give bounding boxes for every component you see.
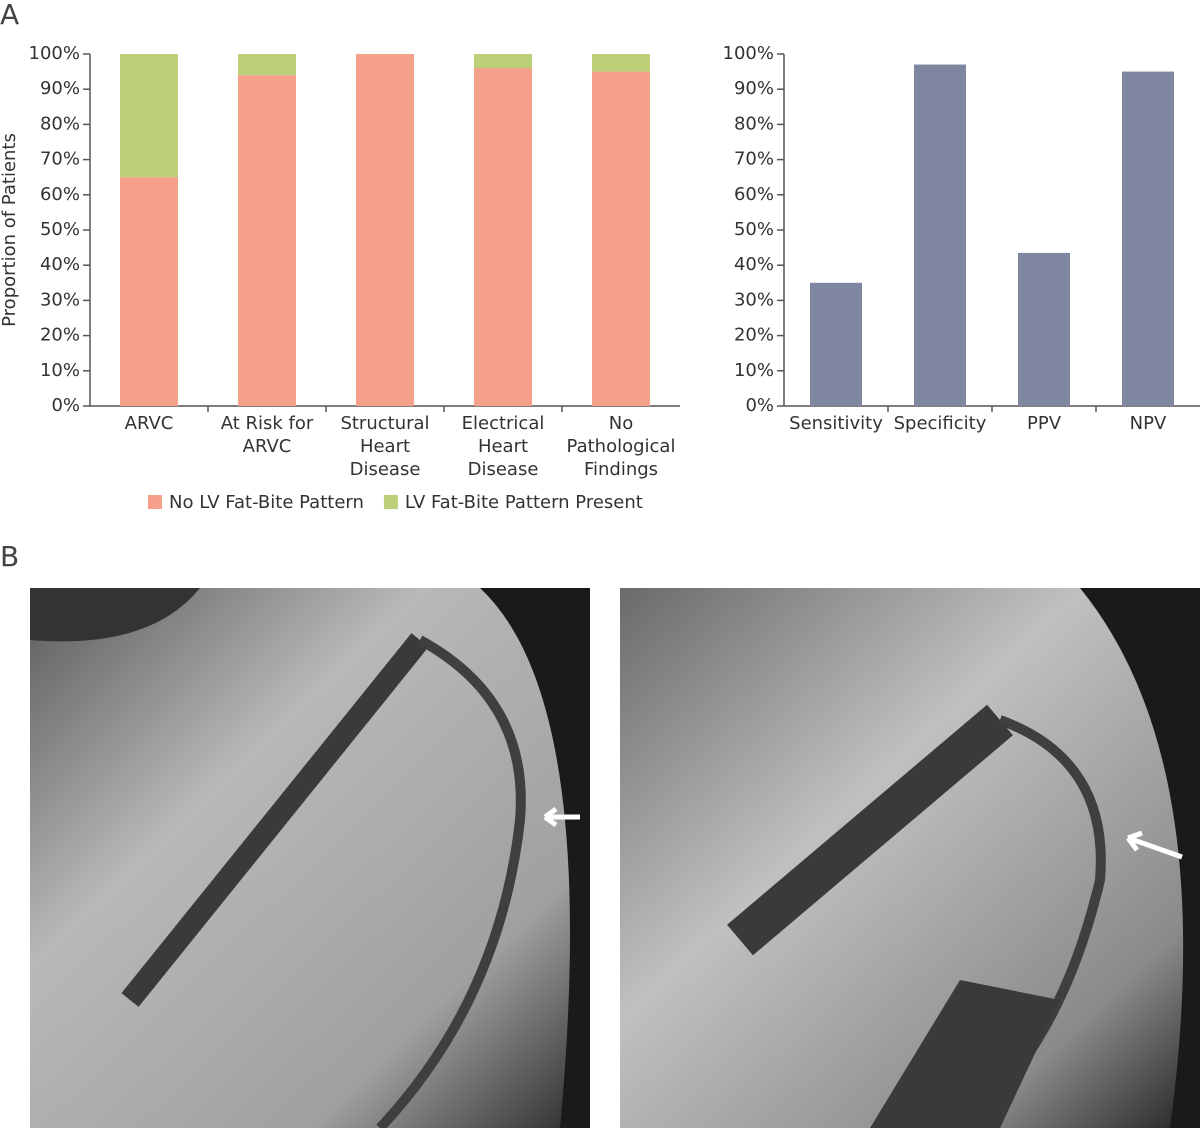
bar-segment: [592, 71, 650, 406]
y-tick-label: 60%: [734, 184, 774, 205]
x-tick-label: NPV: [1129, 413, 1167, 434]
x-tick-label-box: Sensitivity: [789, 413, 883, 434]
x-tick-label-box: ARVC: [124, 413, 174, 434]
x-tick-label-box: Electrical Heart Disease: [461, 413, 545, 480]
x-tick-label: PPV: [1026, 413, 1062, 434]
legend-swatch: [383, 495, 398, 509]
y-tick-label: 0%: [745, 395, 774, 416]
y-tick-label: 70%: [734, 149, 774, 170]
y-tick-label: 60%: [40, 184, 80, 205]
bar-segment: [592, 54, 650, 72]
x-tick-label-box: No Pathological Findings: [566, 413, 676, 480]
x-tick-label: Specificity: [893, 413, 987, 434]
y-tick-label: 20%: [40, 325, 80, 346]
y-tick-label: 50%: [40, 219, 80, 240]
bar: [914, 64, 966, 406]
y-tick-label: 100%: [723, 43, 774, 64]
y-tick-label: 40%: [40, 254, 80, 275]
legend-swatch: [148, 495, 162, 509]
x-tick-label-box: Structural Heart Disease: [340, 413, 430, 480]
x-tick-label: ARVC: [124, 413, 174, 434]
y-tick-label: 30%: [734, 289, 774, 310]
y-tick-label: 90%: [40, 78, 80, 99]
panel-label: A: [0, 0, 19, 31]
bar: [1122, 71, 1174, 406]
arrow: [1126, 830, 1183, 860]
x-tick-label: Electrical Heart Disease: [461, 413, 545, 480]
y-tick-label: 90%: [734, 78, 774, 99]
legend-label: No LV Fat-Bite Pattern: [169, 492, 364, 513]
x-tick-label-box: At Risk for ARVC: [220, 413, 314, 457]
y-tick-label: 10%: [40, 360, 80, 381]
mri-image: [620, 588, 1200, 1128]
y-tick-label: 10%: [734, 360, 774, 381]
y-axis-label: Proportion of Patients: [0, 133, 20, 327]
y-tick-label: 70%: [40, 149, 80, 170]
arrow: [543, 806, 580, 828]
bar-segment: [238, 54, 296, 76]
bar: [1018, 252, 1070, 406]
bar-segment: [356, 54, 414, 406]
bar-segment: [474, 54, 532, 69]
bar-segment: [474, 68, 532, 406]
y-tick-label: 30%: [40, 289, 80, 310]
x-tick-label: No Pathological Findings: [566, 413, 676, 480]
y-tick-label: 50%: [734, 219, 774, 240]
mri-image: [30, 588, 590, 1128]
y-tick-label: 20%: [734, 325, 774, 346]
bar-segment: [120, 177, 178, 406]
x-tick-label: Sensitivity: [789, 413, 883, 434]
bar-segment: [120, 54, 178, 178]
panel-label: B: [0, 540, 19, 573]
x-tick-label-box: Specificity: [893, 413, 987, 434]
y-tick-label: 80%: [734, 113, 774, 134]
x-tick-label-box: NPV: [1129, 413, 1167, 434]
y-tick-label: 40%: [734, 254, 774, 275]
legend-label: LV Fat-Bite Pattern Present: [405, 492, 643, 513]
y-tick-label: 80%: [40, 113, 80, 134]
bar-segment: [238, 75, 296, 407]
bar: [810, 282, 862, 406]
y-tick-label: 0%: [51, 395, 80, 416]
x-tick-label: Structural Heart Disease: [340, 413, 430, 480]
y-tick-label: 100%: [29, 43, 80, 64]
x-tick-label: At Risk for ARVC: [220, 413, 314, 457]
x-tick-label-box: PPV: [1026, 413, 1062, 434]
